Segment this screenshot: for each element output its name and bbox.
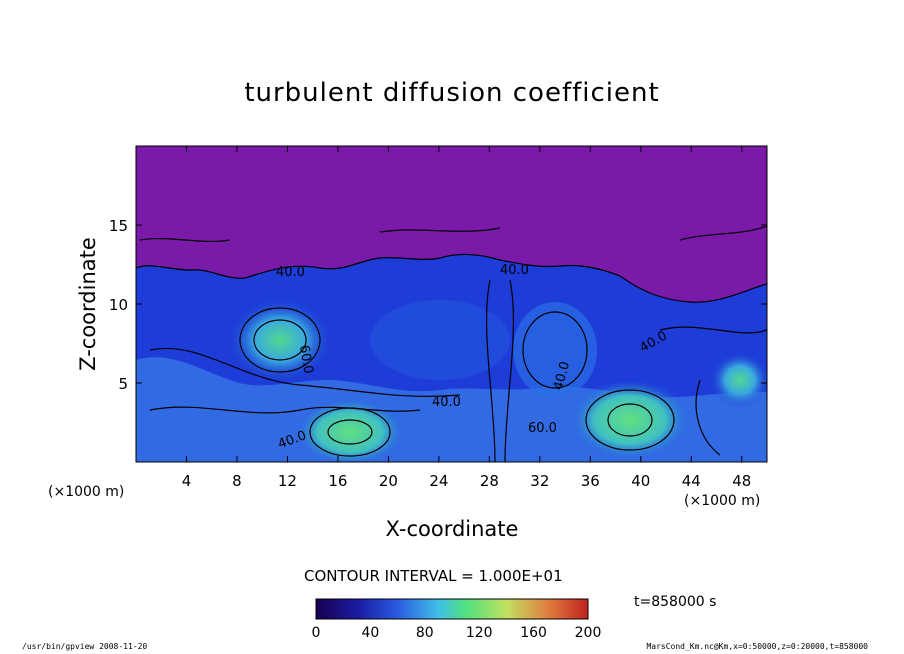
eddy-far-right bbox=[710, 352, 767, 408]
x-tick-label: 20 bbox=[379, 472, 398, 490]
colorbar-tick-label: 0 bbox=[312, 625, 321, 641]
time-label: t=858000 s bbox=[634, 594, 717, 610]
x-tick-label: 12 bbox=[278, 472, 297, 490]
x-axis: 4 8 12 16 20 24 28 32 36 40 44 48 bbox=[182, 146, 751, 490]
contour-label: 60.0 bbox=[528, 421, 557, 436]
footer-left: /usr/bin/gpview 2008-11-20 bbox=[22, 642, 148, 651]
eddy-center bbox=[513, 302, 597, 398]
x-axis-title: X-coordinate bbox=[386, 517, 519, 541]
y-axis-title: Z-coordinate bbox=[76, 237, 100, 371]
x-tick-label: 36 bbox=[581, 472, 600, 490]
eddy-left bbox=[228, 298, 332, 382]
y-tick-label: 10 bbox=[109, 296, 128, 314]
colorbar-tick-label: 120 bbox=[466, 625, 493, 641]
colorbar-tick-label: 80 bbox=[416, 625, 434, 641]
colorbar bbox=[315, 598, 589, 620]
x-unit-right: (×1000 m) bbox=[684, 493, 760, 509]
eddy-mid bbox=[370, 300, 510, 380]
contour-label: 40.0 bbox=[432, 395, 461, 410]
eddy-right bbox=[570, 380, 690, 460]
heatmap-field: 40.0 40.0 40.0 60.0 40.0 40.0 60.0 40.0 bbox=[136, 146, 767, 462]
chart-title: turbulent diffusion coefficient bbox=[244, 78, 659, 108]
x-tick-label: 4 bbox=[182, 472, 192, 490]
y-tick-label: 5 bbox=[118, 375, 128, 393]
colorbar-ticks: 0 40 80 120 160 200 bbox=[312, 625, 602, 641]
x-tick-label: 48 bbox=[732, 472, 751, 490]
x-tick-label: 40 bbox=[631, 472, 650, 490]
x-tick-label: 8 bbox=[232, 472, 242, 490]
x-tick-label: 32 bbox=[530, 472, 549, 490]
contour-label: 40.0 bbox=[500, 263, 529, 278]
x-tick-label: 28 bbox=[480, 472, 499, 490]
contour-lines bbox=[136, 225, 767, 462]
y-axis: 5 10 15 bbox=[109, 217, 767, 393]
colorbar-tick-label: 160 bbox=[520, 625, 547, 641]
colorbar-tick-label: 200 bbox=[575, 625, 602, 641]
y-tick-label: 15 bbox=[109, 217, 128, 235]
x-tick-label: 16 bbox=[328, 472, 347, 490]
x-tick-label: 44 bbox=[682, 472, 701, 490]
contour-label: 40.0 bbox=[551, 360, 573, 392]
x-tick-label: 24 bbox=[429, 472, 448, 490]
contour-label: 40.0 bbox=[276, 265, 305, 280]
colorbar-tick-label: 40 bbox=[361, 625, 379, 641]
contour-interval: CONTOUR INTERVAL = 1.000E+01 bbox=[304, 567, 563, 585]
contour-label: 60.0 bbox=[296, 344, 316, 375]
x-unit-left: (×1000 m) bbox=[48, 484, 124, 500]
footer-right: MarsCond_Km.nc@Km,x=0:50000,z=0:20000,t=… bbox=[646, 642, 868, 651]
